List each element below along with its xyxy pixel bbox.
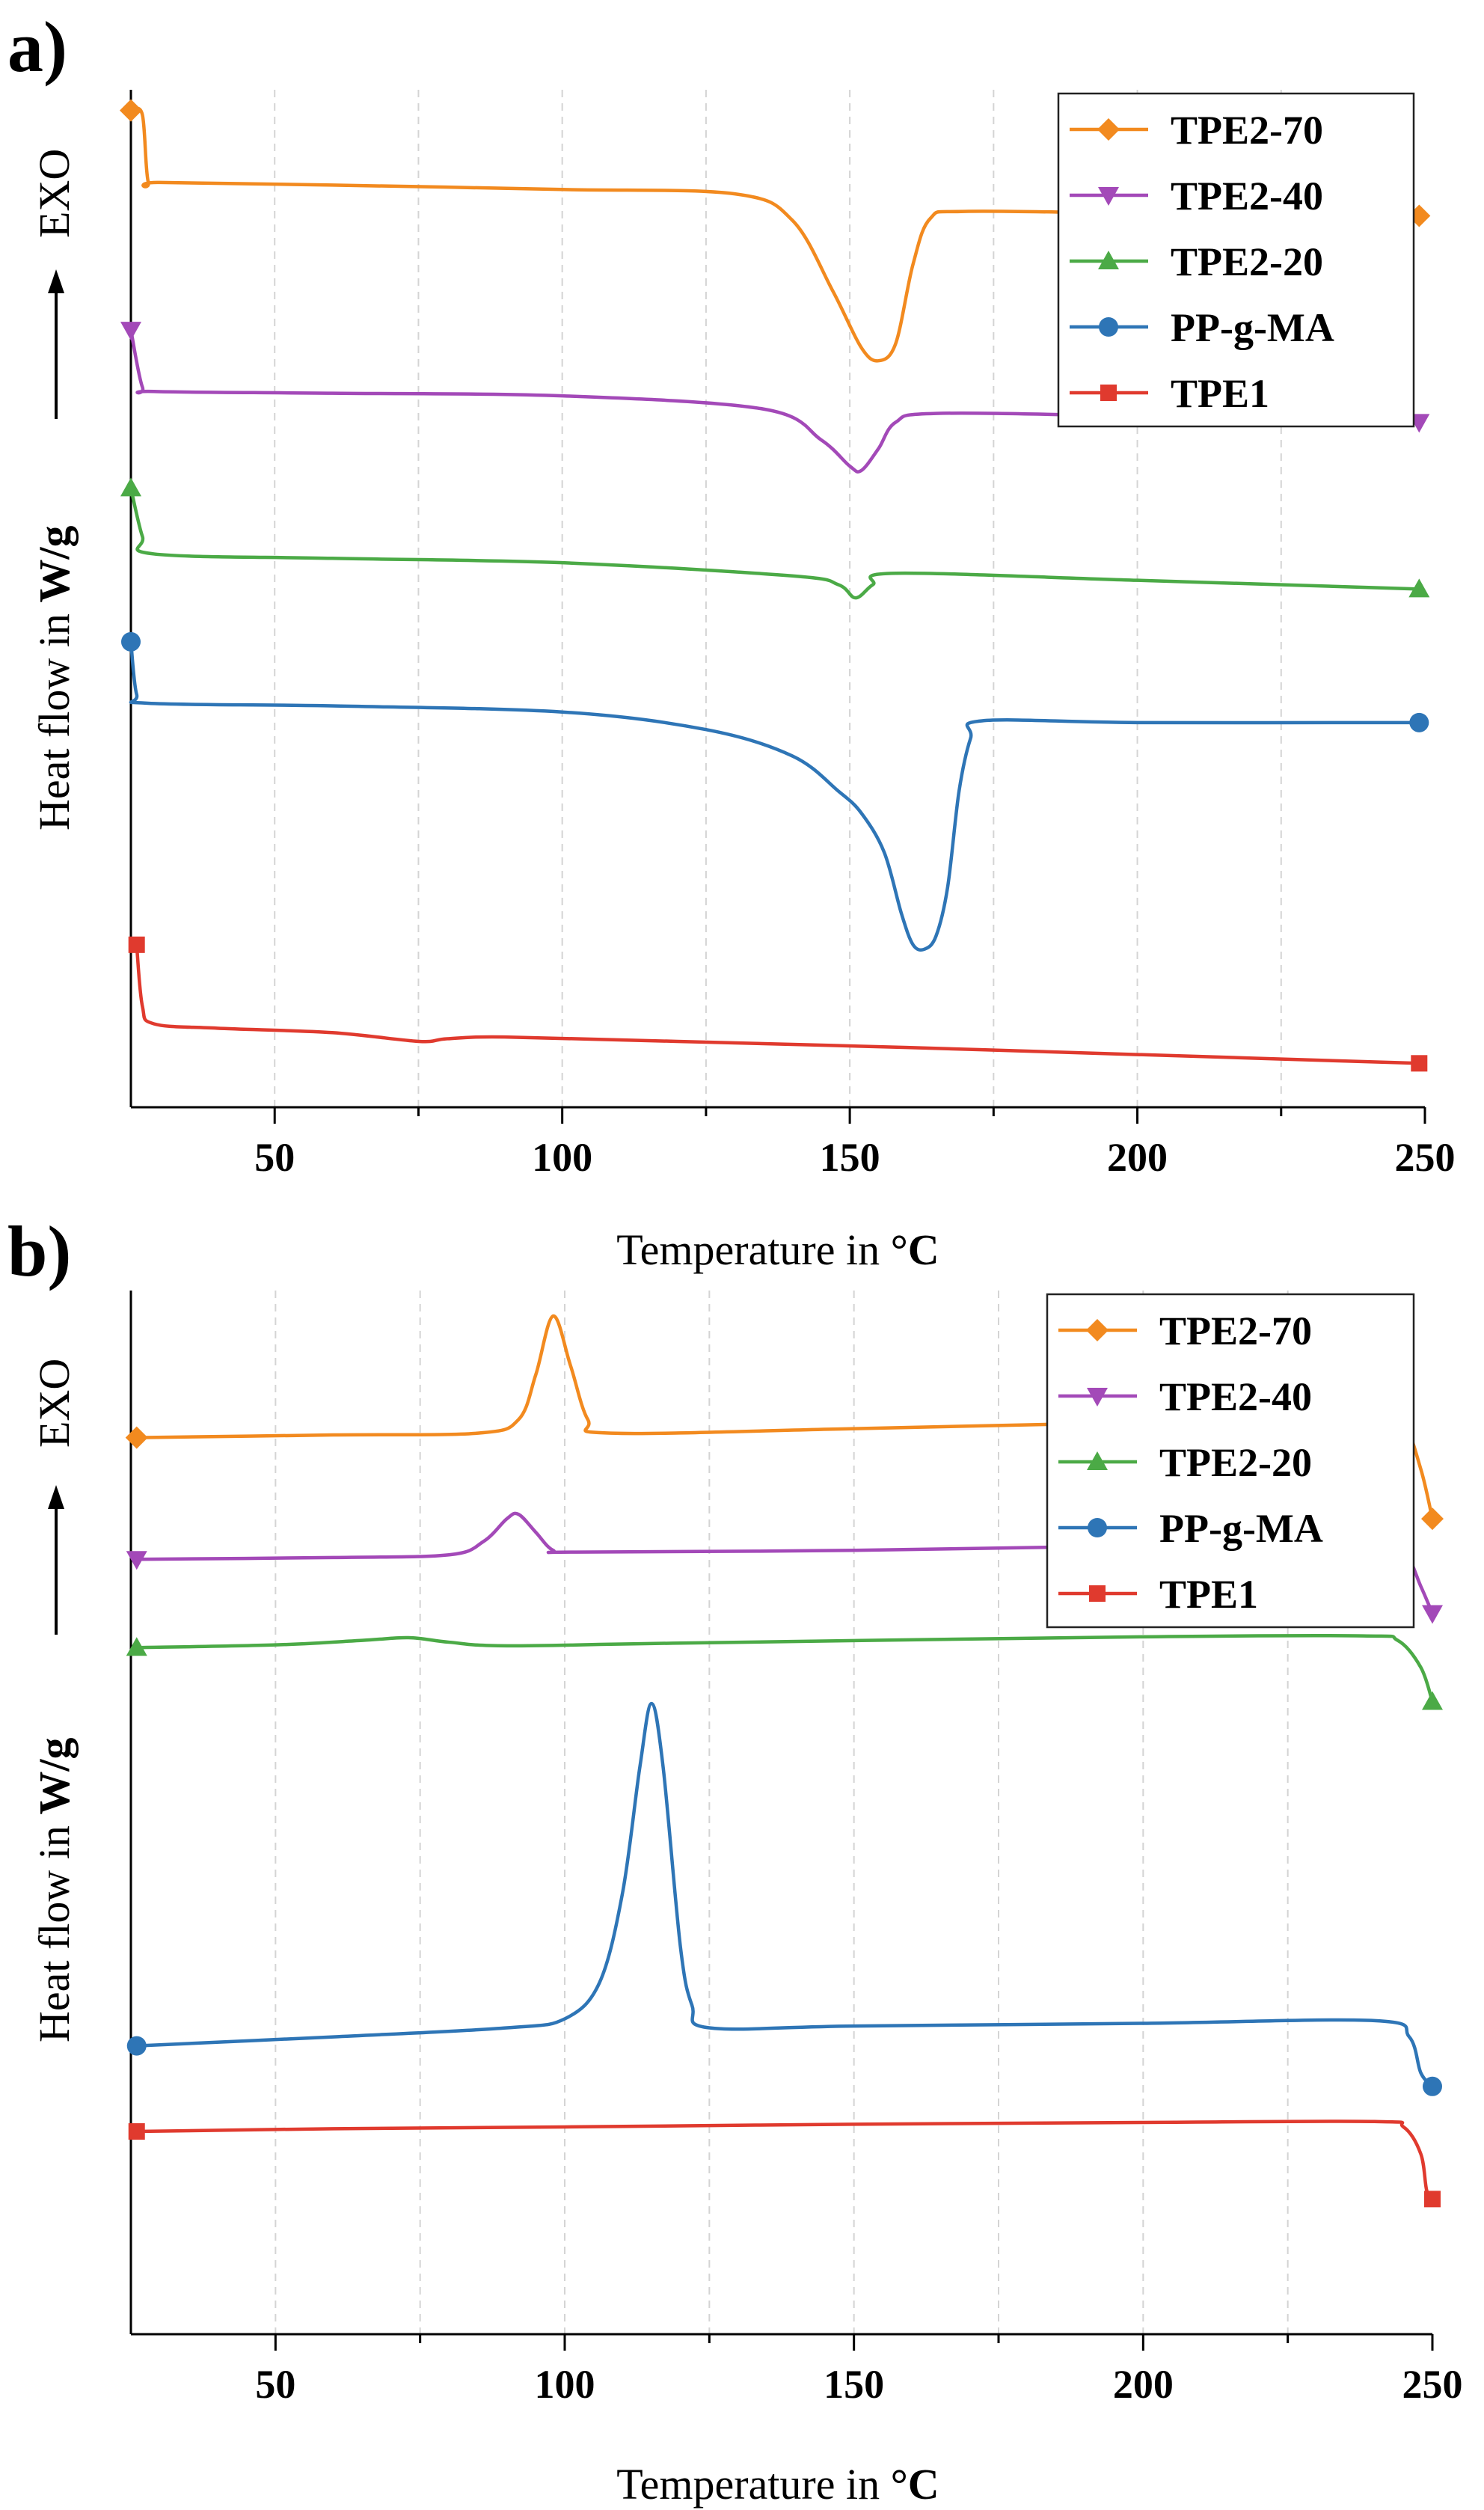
data-point bbox=[1421, 1507, 1444, 1531]
legend: TPE2-70 TPE2-40 TPE2-20 PP-g-MA TPE1 bbox=[1046, 1293, 1415, 1629]
data-point bbox=[126, 1551, 147, 1570]
legend-item: TPE2-40 bbox=[1058, 1374, 1312, 1419]
legend-item: TPE2-20 bbox=[1058, 1440, 1312, 1485]
panel-letter: a) bbox=[7, 7, 67, 87]
legend-marker bbox=[1087, 1388, 1108, 1406]
exo-arrow bbox=[48, 269, 64, 419]
legend-item: PP-g-MA bbox=[1070, 305, 1334, 350]
data-point bbox=[1424, 2191, 1441, 2208]
series-line bbox=[129, 328, 1421, 474]
x-tick-label: 150 bbox=[820, 1135, 880, 1180]
y-axis-label: Heat flow in W/g bbox=[30, 525, 79, 830]
data-point bbox=[1423, 2076, 1442, 2096]
legend-item: TPE2-40 bbox=[1070, 174, 1323, 218]
series-line bbox=[135, 943, 1421, 1065]
legend-label: TPE2-20 bbox=[1159, 1440, 1312, 1485]
series-line bbox=[135, 1701, 1435, 2089]
x-axis-label: Temperature in °C bbox=[616, 2460, 939, 2509]
legend-label: TPE1 bbox=[1171, 371, 1269, 416]
data-point bbox=[1408, 578, 1430, 598]
legend-item: TPE1 bbox=[1058, 1572, 1258, 1617]
panel-b: b) 50 100 150 200 250 TPE2-70 TPE2-40 TPE2-20 PP… bbox=[7, 1211, 1463, 2509]
legend-marker bbox=[1087, 1451, 1108, 1470]
legend-marker bbox=[1100, 385, 1117, 401]
legend-label: PP-g-MA bbox=[1171, 305, 1334, 350]
legend-item: TPE1 bbox=[1070, 371, 1269, 416]
data-point bbox=[126, 2036, 147, 2056]
series-tpe2-20 bbox=[120, 477, 1430, 600]
legend-label: TPE2-40 bbox=[1171, 174, 1323, 218]
data-point bbox=[1409, 712, 1429, 732]
legend-label: TPE2-70 bbox=[1159, 1308, 1312, 1353]
legend: TPE2-70 TPE2-40 TPE2-20 PP-g-MA TPE1 bbox=[1057, 92, 1415, 428]
x-axis-label: Temperature in °C bbox=[616, 1225, 939, 1274]
data-point bbox=[121, 631, 141, 652]
legend-marker bbox=[1086, 1319, 1109, 1341]
y-axis-label: Heat flow in W/g bbox=[30, 1737, 79, 2042]
legend-marker bbox=[1097, 118, 1120, 141]
series-tpe1 bbox=[128, 2119, 1441, 2208]
legend-marker bbox=[1098, 251, 1119, 269]
data-point bbox=[125, 1426, 148, 1449]
plot-area: 50 100 150 200 250 TPE2-70 TPE2-40 TPE2-20 PP-g-… bbox=[125, 1291, 1463, 2407]
legend-marker bbox=[1098, 187, 1119, 206]
series-tpe2-20 bbox=[126, 1633, 1443, 1710]
series-line bbox=[129, 486, 1421, 600]
data-point bbox=[120, 99, 142, 122]
series-line bbox=[129, 640, 1421, 952]
legend-item: TPE2-70 bbox=[1070, 108, 1323, 153]
legend-marker bbox=[1088, 1518, 1107, 1537]
data-point bbox=[126, 1637, 147, 1656]
series-pp-g-ma bbox=[126, 1701, 1442, 2096]
svg-text:Heat flow in W/g: Heat flow in W/g bbox=[30, 525, 79, 830]
series-pp-g-ma bbox=[121, 631, 1429, 952]
series-line bbox=[129, 106, 1421, 363]
data-point bbox=[1422, 1605, 1443, 1624]
x-tick-label: 100 bbox=[532, 1135, 592, 1180]
x-tick-label: 150 bbox=[824, 2362, 884, 2407]
x-tick-label: 200 bbox=[1107, 1135, 1168, 1180]
plot-area: 50 100 150 200 250 TPE2-70 TPE2-40 TPE2-20 PP-g-… bbox=[120, 90, 1456, 1180]
series-tpe1 bbox=[128, 936, 1428, 1072]
panel-a: a) 50 100 150 200 250 TPE2-70 TPE2-40 TPE2-20 PP… bbox=[7, 7, 1456, 1274]
x-tick-label: 50 bbox=[254, 1135, 295, 1180]
data-point bbox=[120, 322, 141, 341]
x-tick-label: 200 bbox=[1113, 2362, 1174, 2407]
x-tick-label: 250 bbox=[1402, 2362, 1463, 2407]
data-point bbox=[128, 2123, 145, 2140]
series-line bbox=[135, 2119, 1435, 2201]
data-point bbox=[120, 477, 141, 497]
svg-text:Heat flow in W/g: Heat flow in W/g bbox=[30, 1737, 79, 2042]
data-point bbox=[1411, 1055, 1428, 1072]
x-tick-label: 50 bbox=[255, 2362, 295, 2407]
legend-item: TPE2-70 bbox=[1058, 1308, 1312, 1353]
exo-label: EXO bbox=[30, 149, 79, 238]
data-point bbox=[1422, 1691, 1443, 1710]
legend-marker bbox=[1089, 1585, 1106, 1602]
legend-label: TPE2-70 bbox=[1171, 108, 1323, 153]
x-tick-label: 100 bbox=[535, 2362, 595, 2407]
x-tick-label: 250 bbox=[1395, 1135, 1456, 1180]
exo-arrow bbox=[48, 1485, 64, 1635]
legend-label: TPE2-40 bbox=[1159, 1374, 1312, 1419]
legend-item: TPE2-20 bbox=[1070, 239, 1323, 284]
legend-label: PP-g-MA bbox=[1159, 1506, 1323, 1551]
panel-letter: b) bbox=[7, 1211, 71, 1291]
legend-label: TPE1 bbox=[1159, 1572, 1258, 1617]
data-point bbox=[128, 936, 145, 953]
legend-label: TPE2-20 bbox=[1171, 239, 1323, 284]
legend-marker bbox=[1099, 317, 1118, 337]
legend-item: PP-g-MA bbox=[1058, 1506, 1323, 1551]
series-line bbox=[135, 1633, 1435, 1704]
exo-label: EXO bbox=[30, 1359, 79, 1448]
